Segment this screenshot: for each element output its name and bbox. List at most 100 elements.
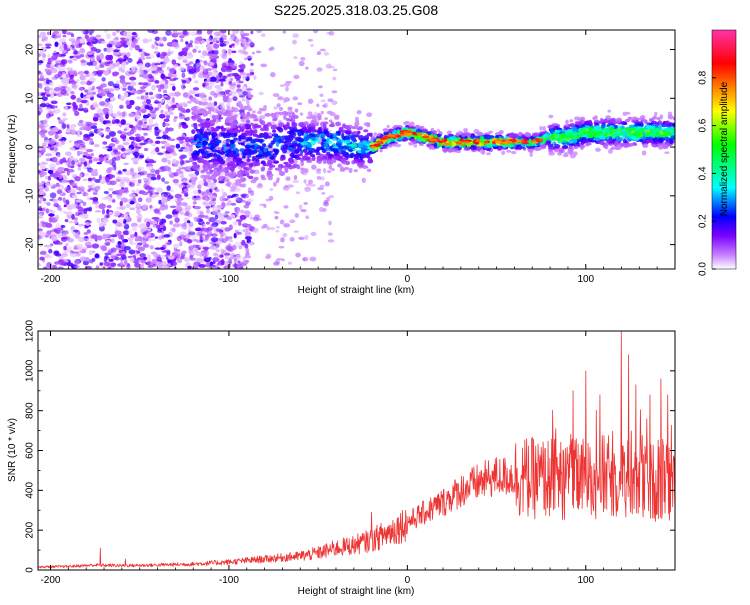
spectrogram-cell [126,33,133,37]
spectrogram-cell [422,128,429,133]
spectrogram-cell [285,163,292,168]
spectrogram-cell [52,30,59,35]
spectrogram-cell [303,121,309,126]
spectrogram-cell [162,225,167,232]
spectrogram-cell [59,64,66,67]
spectrogram-cell [102,141,108,145]
spectrogram-cell [193,262,199,268]
spectrogram-cell [103,261,111,267]
spectrogram-cell [266,226,271,231]
spectrogram-cell [224,255,229,260]
spectrogram-cell [120,254,126,258]
spectrogram-cell [319,93,324,97]
spectrogram-cell [127,236,134,241]
spectrogram-cell [154,62,161,66]
spectrogram-cell [131,137,138,141]
spectrogram-cell [202,246,210,250]
spectrogram-cell [229,36,235,42]
spectrogram-cell [54,105,58,109]
spectrogram-cell [48,216,53,223]
spectrogram-cell [111,121,116,125]
spectrogram-cell [232,244,237,250]
spectrogram-cell [243,204,250,209]
spectrogram-cell [113,88,120,91]
spectrogram-cell [208,96,213,101]
spectrogram-cell [64,105,68,109]
spectrogram-cell [166,259,173,263]
spectrogram-cell [117,233,122,240]
spectrogram-cell [260,160,266,164]
spectrogram-cell [96,161,103,165]
spectrogram-cell [71,40,78,47]
spectrogram-cell [139,155,145,158]
spectrogram-cell [138,89,146,93]
spectrogram-cell [152,191,156,195]
spectrogram-cell [119,104,124,109]
spectrogram-cell [158,87,162,92]
spectrogram-cell [86,62,94,66]
spectrogram-cell [45,107,52,111]
spectrogram-cell [38,111,41,116]
spectrogram-cell [233,137,238,141]
spectrogram-cell [103,156,107,162]
spectrogram-cell [361,140,368,146]
spectrogram-cell [107,103,113,110]
spectrogram-cell [38,189,45,195]
spectrogram-cell [181,142,187,148]
spectrogram-cell [150,176,157,181]
spectrogram-cell [166,185,171,191]
spectrogram-cell [361,145,368,149]
spectrogram-cell [80,92,84,99]
spectrogram-cell [142,101,147,105]
spectrogram-cell [38,162,41,166]
spectrogram-cell [341,161,348,165]
spectrogram-cell [218,91,225,96]
spectrogram-cell [57,241,63,245]
spectrogram-cell [292,33,299,38]
spectrogram-cell [322,167,327,174]
spectrogram-cell [199,211,204,216]
spectrogram-cell [176,257,183,264]
spectrogram-cell [463,147,470,151]
spectrogram-cell [320,110,324,115]
spectrogram-cell [88,30,95,34]
spectrogram-cell [277,96,284,101]
spectrogram-cell [172,261,178,266]
spectrogram-cell [403,137,408,141]
spectrogram-cell [129,76,137,81]
spectrogram-cell [187,100,192,104]
spectrogram-cell [154,36,161,41]
spectrogram-cell [289,236,295,242]
spectrogram-cell [319,48,326,52]
spectrogram-cell [202,67,206,72]
spectrogram-cell [246,91,252,95]
spectrogram-cell [155,136,163,140]
spectrogram-cell [158,69,165,74]
spectrogram-cell [217,31,222,35]
spectrogram-cell [166,51,172,57]
spectrogram-cell [150,65,158,71]
spectrogram-cell [142,256,148,261]
spectrogram-cell [207,191,212,196]
spectrogram-cell [171,227,176,233]
spectrogram-cell [307,98,314,104]
spectrogram-cell [327,239,335,243]
spectrogram-cell [159,246,166,251]
spectrogram-cell [136,119,144,126]
spectrogram-cell [214,84,221,89]
spectrogram-cell [257,183,263,187]
spectrogram-cell [120,197,128,203]
spectrogram-cell [194,176,198,181]
spectrogram-cell [109,65,115,70]
spectrogram-cell [92,122,98,126]
spectrogram-cell [234,229,239,235]
spectrogram-cell [245,248,250,253]
spectrogram-cell [122,150,130,154]
spectrogram-cell [176,199,182,206]
spectrogram-cell [201,193,206,198]
spectrogram-cell [187,265,192,269]
spectrogram-cell [192,161,198,165]
spectrogram-cell [116,80,120,85]
spectrogram-cell [253,128,258,135]
spectrogram-cell [148,106,154,111]
